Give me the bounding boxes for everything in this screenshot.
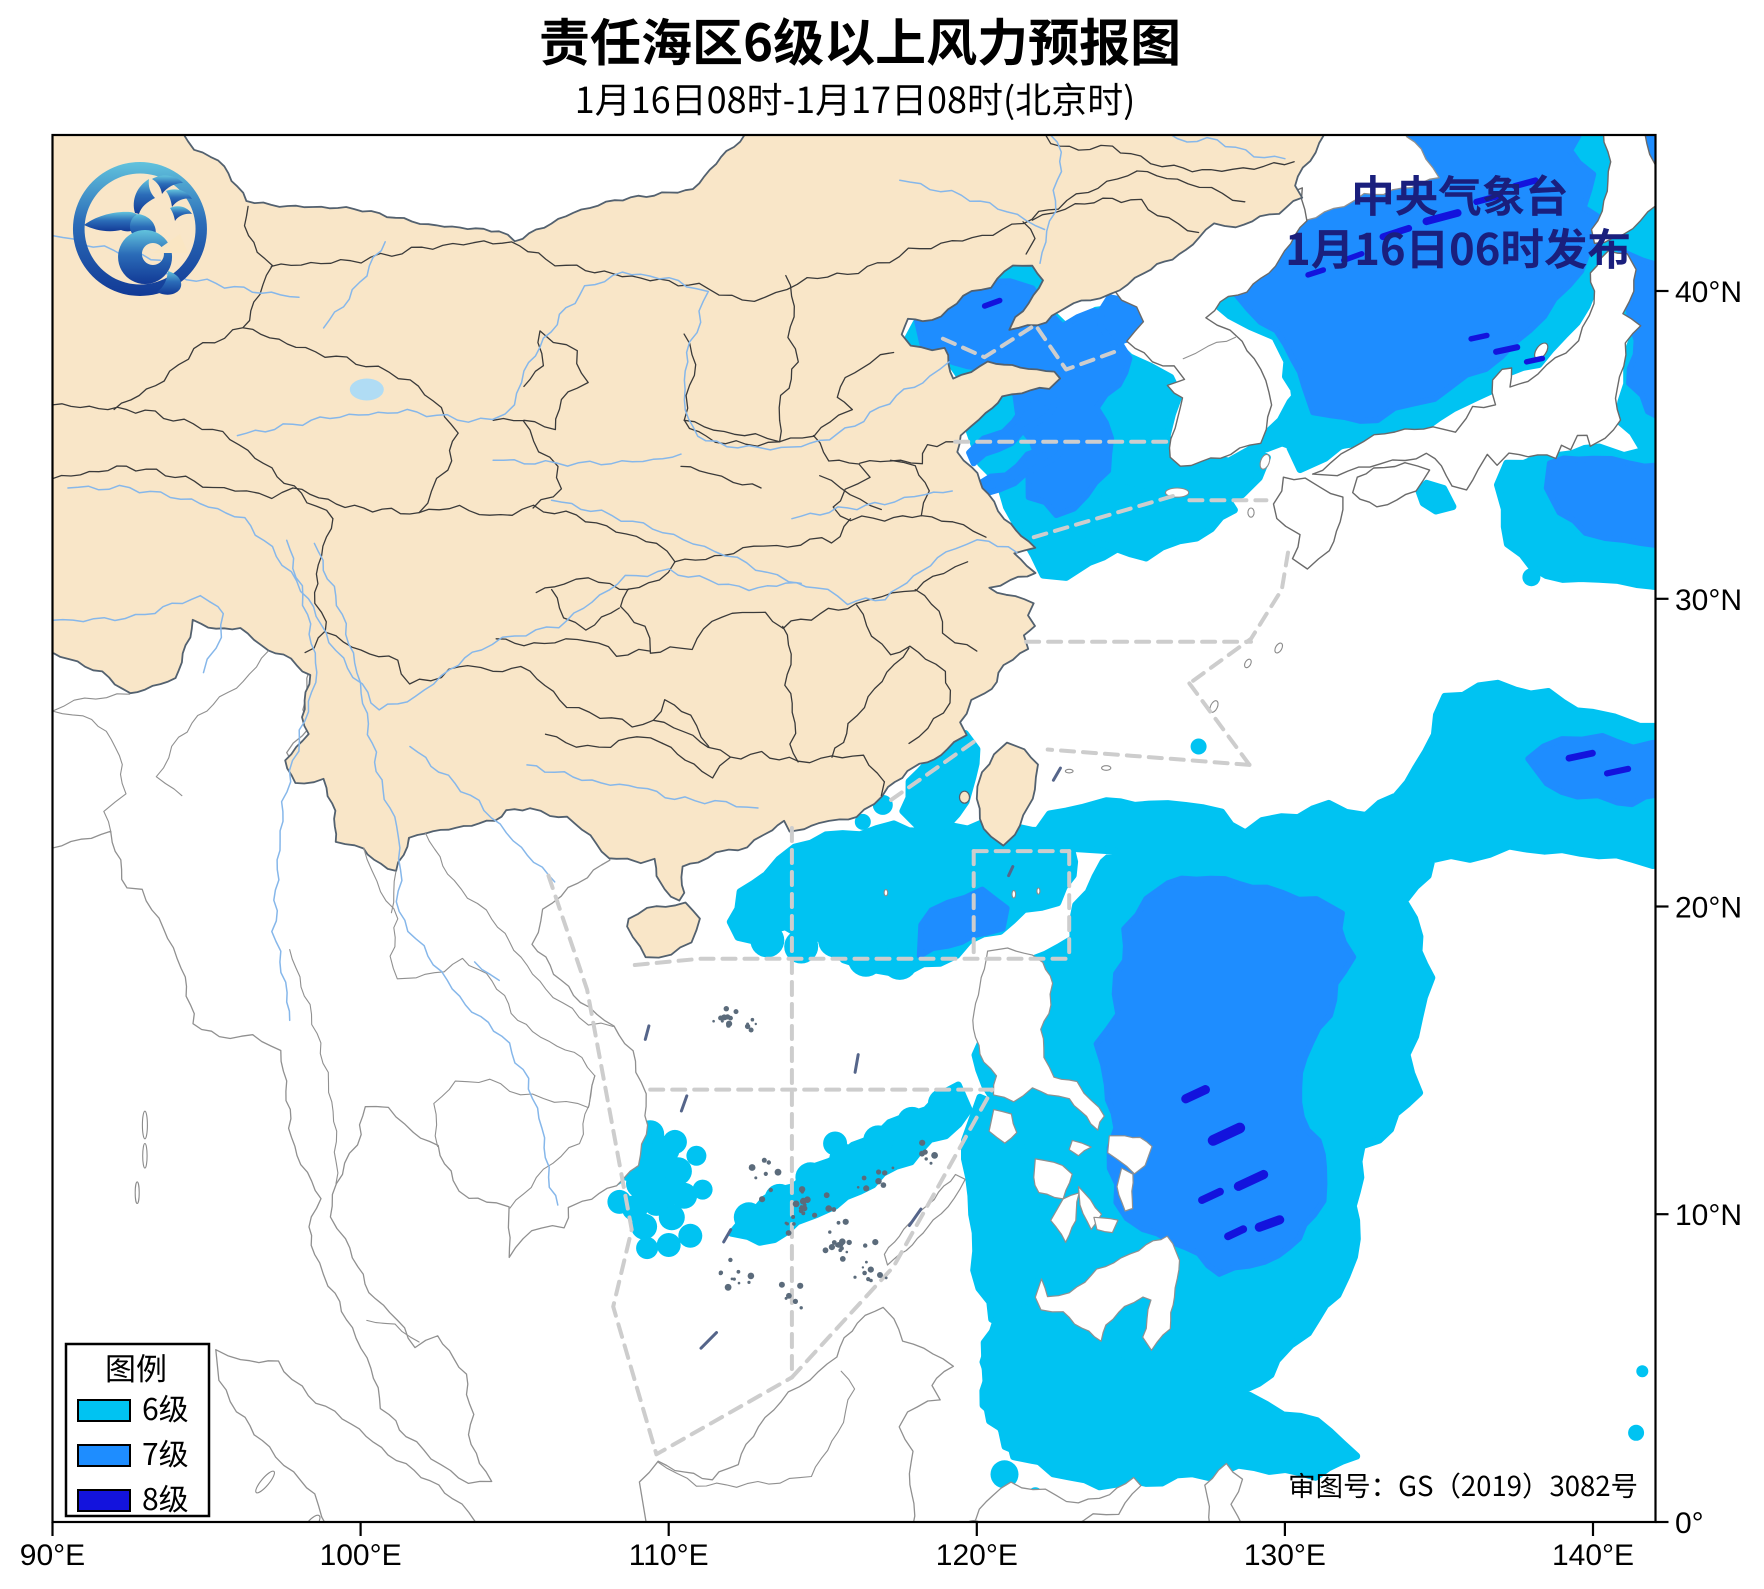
- svg-text:140°E: 140°E: [1552, 1539, 1634, 1572]
- svg-text:120°E: 120°E: [936, 1539, 1018, 1572]
- svg-text:40°N: 40°N: [1675, 276, 1742, 309]
- svg-text:30°N: 30°N: [1675, 584, 1742, 617]
- svg-text:20°N: 20°N: [1675, 892, 1742, 925]
- svg-text:10°N: 10°N: [1675, 1199, 1742, 1232]
- svg-text:130°E: 130°E: [1244, 1539, 1326, 1572]
- svg-text:0°: 0°: [1675, 1507, 1704, 1540]
- svg-text:110°E: 110°E: [629, 1539, 709, 1572]
- svg-text:90°E: 90°E: [20, 1539, 85, 1572]
- svg-text:100°E: 100°E: [320, 1539, 402, 1572]
